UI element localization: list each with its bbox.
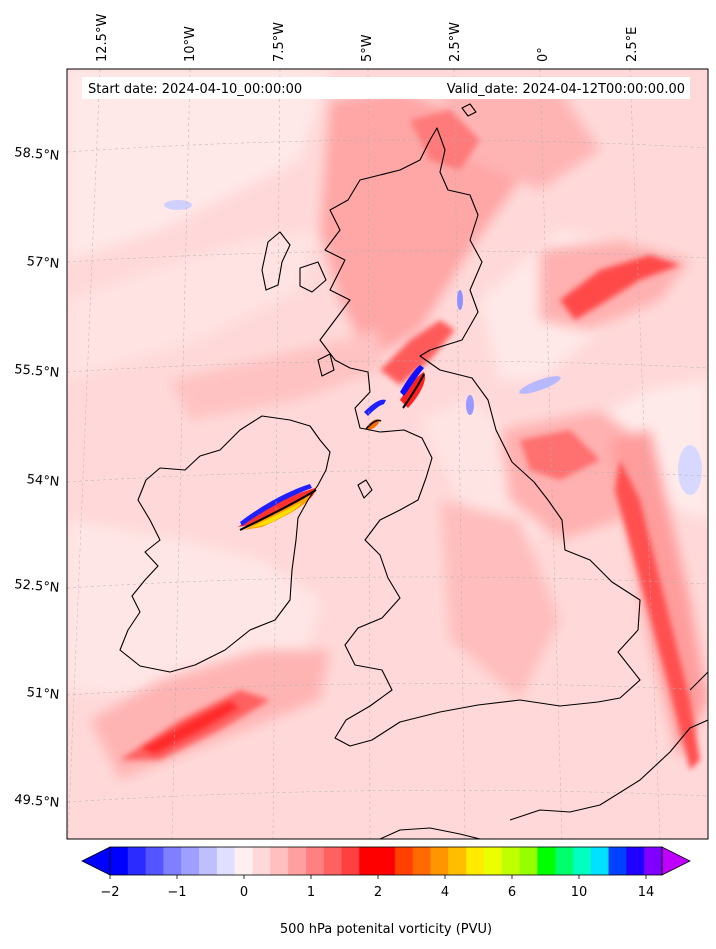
lon-label-5w: 5°W	[360, 34, 375, 62]
colorbar-segment	[626, 847, 645, 875]
colorbar-segment	[181, 847, 200, 875]
colorbar-extend-max	[661, 846, 691, 876]
colorbar-segment	[145, 847, 164, 875]
lat-label-52-5n: 52.5°N	[14, 577, 60, 596]
colorbar-frame	[109, 846, 663, 876]
lon-label-0: 0°	[536, 47, 551, 62]
latitude-labels: 58.5°N 57°N 55.5°N 54°N 52.5°N 51°N 49.5…	[14, 145, 60, 811]
colorbar-segment	[216, 847, 236, 875]
cb-tick-label: 0	[240, 885, 248, 900]
colorbar-segment	[288, 847, 307, 875]
lon-label-2-5e: 2.5°E	[625, 27, 640, 62]
colorbar-segment	[394, 847, 414, 875]
colorbar-segment	[590, 847, 610, 875]
lat-label-55-5n: 55.5°N	[14, 362, 60, 381]
colorbar-label: 500 hPa potenital vorticity (PVU)	[280, 922, 492, 937]
skye-coastline	[299, 261, 327, 293]
colorbar-segment	[163, 847, 182, 875]
lon-label-2-5w: 2.5°W	[448, 22, 463, 62]
colorbar-segment	[270, 847, 289, 875]
cb-tick-label: 4	[441, 885, 449, 900]
outer-hebrides-coastline	[261, 231, 291, 291]
coastlines	[119, 103, 708, 839]
pv-streamer-scotland	[364, 365, 426, 430]
pv-streamer-ireland	[238, 484, 317, 531]
lat-label-49-5n: 49.5°N	[14, 792, 60, 811]
colorbar-segments	[110, 847, 663, 875]
map-panel: Start date: 2024-04-10_00:00:00 Valid_da…	[67, 69, 708, 839]
colorbar-segment	[501, 847, 521, 875]
colorbar-segment	[537, 847, 556, 875]
brittany-coastline	[379, 827, 481, 839]
cb-tick-label: 6	[508, 885, 516, 900]
cb-tick-label: 2	[374, 885, 382, 900]
start-date-label: Start date: 2024-04-10_00:00:00	[88, 82, 302, 97]
graticule	[67, 69, 708, 839]
colorbar-segment	[608, 847, 627, 875]
pv-field-negative-patches	[164, 200, 702, 495]
cb-tick-label: 10	[571, 885, 588, 900]
colorbar-segment	[199, 847, 218, 875]
colorbar-segment	[323, 847, 342, 875]
lon-label-7-5w: 7.5°W	[272, 22, 287, 62]
colorbar: −2 −1 0 1 2 4 6 10 14 500 hPa potenital …	[81, 846, 691, 937]
valid-date-label: Valid_date: 2024-04-12T00:00:00.00	[447, 82, 685, 97]
colorbar-segment	[110, 847, 129, 875]
lat-label-51n: 51°N	[26, 685, 60, 703]
cb-tick-label: −1	[167, 885, 186, 900]
orkney-coastline	[461, 103, 477, 117]
ireland-coastline	[119, 415, 331, 673]
lat-label-57n: 57°N	[26, 254, 60, 272]
lat-label-58-5n: 58.5°N	[14, 145, 60, 164]
colorbar-segment	[252, 847, 271, 875]
islay-coastline	[317, 353, 335, 377]
colorbar-segment	[234, 847, 253, 875]
colorbar-segment	[555, 847, 574, 875]
colorbar-segment	[127, 847, 147, 875]
cb-tick-label: 14	[638, 885, 655, 900]
lon-label-12-5w: 12.5°W	[95, 14, 110, 62]
cb-tick-label: −2	[100, 885, 119, 900]
colorbar-ticks	[109, 875, 647, 879]
colorbar-extend-min	[81, 846, 111, 876]
colorbar-segment	[305, 847, 325, 875]
cb-tick-label: 1	[307, 885, 315, 900]
colorbar-tick-labels: −2 −1 0 1 2 4 6 10 14	[100, 885, 654, 900]
colorbar-segment	[430, 847, 449, 875]
colorbar-segment	[412, 847, 432, 875]
belgium-netherlands-coastline	[689, 671, 708, 691]
colorbar-segment	[341, 847, 360, 875]
france-coastline	[509, 719, 708, 821]
colorbar-segment	[519, 847, 538, 875]
colorbar-segment	[466, 847, 485, 875]
colorbar-segment	[359, 847, 378, 875]
colorbar-segment	[644, 847, 663, 875]
map-frame	[66, 68, 709, 840]
header-box	[82, 77, 690, 99]
colorbar-segment	[377, 847, 396, 875]
lat-label-54n: 54°N	[26, 472, 60, 490]
great-britain-coastline	[319, 127, 641, 747]
isle-of-man-coastline	[357, 479, 373, 499]
lon-label-10w: 10°W	[183, 26, 198, 62]
longitude-labels: 12.5°W 10°W 7.5°W 5°W 2.5°W 0° 2.5°E	[95, 14, 640, 62]
colorbar-segment	[572, 847, 592, 875]
colorbar-segment	[483, 847, 503, 875]
colorbar-segment	[448, 847, 467, 875]
